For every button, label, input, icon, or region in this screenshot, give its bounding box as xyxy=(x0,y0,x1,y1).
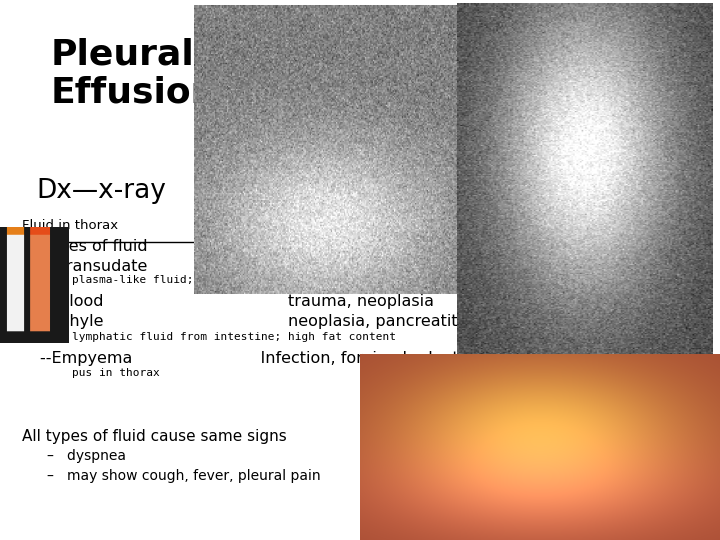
Text: lymphatic fluid from intestine; high fat content          infection, parasites: lymphatic fluid from intestine; high fat… xyxy=(72,332,598,342)
Text: •  Types of fluid                                    Causes: • Types of fluid Causes xyxy=(22,239,390,254)
Text: pus in thorax: pus in thorax xyxy=(72,368,160,379)
Text: –  Chyle                                    neoplasia, pancreatitis, trauma: – Chyle neoplasia, pancreatitis, trauma xyxy=(40,314,539,329)
Text: –   may show cough, fever, pleural pain: – may show cough, fever, pleural pain xyxy=(47,469,320,483)
Text: plasma-like fluid; straw colored: plasma-like fluid; straw colored xyxy=(72,275,288,286)
Text: Dx—x-ray: Dx—x-ray xyxy=(36,178,166,204)
Text: Fluid in thorax: Fluid in thorax xyxy=(22,219,118,232)
Text: –  Transudate                          R-sided CHF, FIP: – Transudate R-sided CHF, FIP xyxy=(40,259,411,274)
Text: –   dyspnea: – dyspnea xyxy=(47,449,126,463)
Text: –  Blood                                    trauma, neoplasia: – Blood trauma, neoplasia xyxy=(40,294,433,309)
Text: --Empyema                         Infection, foreign body, trauma: --Empyema Infection, foreign body, traum… xyxy=(40,351,510,366)
Text: All types of fluid cause same signs: All types of fluid cause same signs xyxy=(22,429,287,444)
Text: Pleural
Effusion: Pleural Effusion xyxy=(50,38,217,110)
